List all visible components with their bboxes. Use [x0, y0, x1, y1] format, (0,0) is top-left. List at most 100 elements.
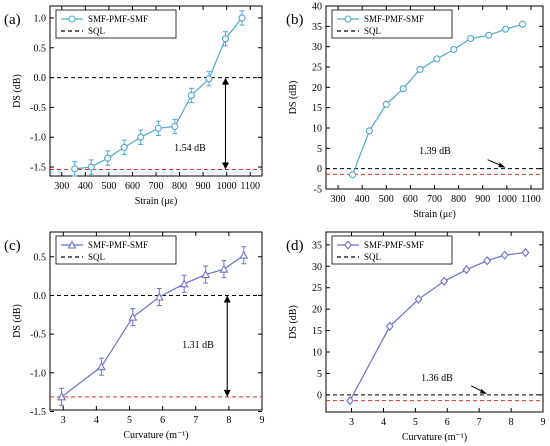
- y-tick-label: 20: [312, 83, 322, 94]
- y-tick-label: 0.0: [34, 291, 47, 302]
- legend-series-marker: [344, 240, 352, 250]
- legend-series-label: SMF-PMF-SMF: [364, 14, 424, 24]
- x-tick-label: 5: [127, 415, 132, 426]
- data-point: [205, 75, 213, 83]
- y-tick-label: 15: [312, 103, 322, 114]
- y-tick-label: 25: [312, 283, 322, 294]
- annotation-arrowhead-down: [221, 162, 229, 170]
- data-point: [385, 321, 394, 331]
- annotation-arrowhead-down: [223, 389, 231, 397]
- y-tick-label: -5: [314, 185, 322, 196]
- x-axis-label: Strain (με): [135, 196, 178, 207]
- annotation-label: 1.31 dB: [182, 340, 214, 351]
- data-point: [348, 171, 357, 179]
- x-axis-label: Curvature (m⁻¹): [402, 432, 467, 443]
- y-tick-label: 10: [312, 124, 322, 135]
- data-point: [500, 250, 509, 260]
- legend-sql-label: SQL: [364, 252, 381, 262]
- x-tick-label: 900: [196, 181, 211, 192]
- data-point: [462, 265, 471, 275]
- data-point: [71, 165, 79, 173]
- x-tick-label: 6: [445, 417, 450, 428]
- series-line: [74, 17, 243, 170]
- annotation-arrowhead-up: [223, 295, 231, 303]
- y-tick-label: -1.5: [30, 163, 46, 174]
- y-tick-label: 20: [312, 305, 322, 316]
- y-tick-label: 0: [317, 390, 322, 401]
- data-point: [120, 143, 128, 151]
- data-point: [219, 264, 229, 273]
- data-point: [416, 65, 424, 73]
- legend-sql-label: SQL: [88, 252, 105, 262]
- data-point: [154, 124, 162, 132]
- y-axis-label: DS (dB): [288, 305, 299, 339]
- data-point: [521, 247, 530, 258]
- x-tick-label: 4: [94, 415, 99, 426]
- x-tick-label: 7: [193, 415, 198, 426]
- y-tick-label: 25: [312, 63, 322, 74]
- data-point: [96, 362, 106, 371]
- x-axis-label: Curvature (m⁻¹): [123, 430, 188, 441]
- panel-c: 3 4 5 6 7 8 9 -1.5 -1.0 -0.5 0.0 0.5 Curvature (m⁻¹)…: [4, 231, 265, 441]
- x-tick-label: 3: [61, 415, 66, 426]
- legend-series-marker: [68, 15, 76, 23]
- x-tick-label: 500: [101, 181, 116, 192]
- x-tick-label: 9: [541, 417, 546, 428]
- x-tick-label: 3: [349, 417, 354, 428]
- x-tick-label: 8: [509, 417, 514, 428]
- y-tick-label: 0.0: [34, 73, 47, 84]
- x-tick-label: 600: [125, 181, 140, 192]
- y-tick-label: 15: [312, 326, 322, 337]
- x-tick-label: 1100: [240, 181, 260, 192]
- x-tick-label: 4: [381, 417, 386, 428]
- legend-box: [331, 235, 453, 265]
- x-tick-label: 7: [477, 417, 482, 428]
- y-tick-label: 0.5: [34, 43, 47, 54]
- x-tick-label: 500: [379, 194, 394, 205]
- y-tick-label: 40: [312, 2, 322, 13]
- data-point: [433, 55, 441, 63]
- y-axis-label: DS (dB): [12, 304, 23, 338]
- data-point: [440, 276, 448, 286]
- legend-series-marker: [344, 15, 352, 23]
- panel-label: (b): [286, 12, 304, 28]
- y-tick-label: -1.5: [30, 407, 46, 418]
- data-point: [201, 269, 211, 279]
- panel-d: 3 4 5 6 7 8 9 0 5 10 15 20 25 30 35 Curvature (m⁻¹) DS (…: [286, 231, 546, 443]
- x-tick-label: 600: [403, 194, 418, 205]
- data-point: [365, 127, 373, 135]
- x-axis-label: Strain (με): [413, 209, 456, 220]
- x-tick-label: 900: [475, 194, 490, 205]
- legend-box: [55, 9, 177, 39]
- x-tick-label: 700: [149, 181, 164, 192]
- x-tick-label: 5: [413, 417, 418, 428]
- x-tick-label: 700: [427, 194, 442, 205]
- legend-series-label: SMF-PMF-SMF: [88, 14, 148, 24]
- annotation-label: 1.36 dB: [421, 373, 453, 384]
- data-point: [57, 392, 67, 401]
- y-tick-label: 10: [312, 348, 322, 359]
- x-tick-label: 400: [78, 181, 93, 192]
- data-point: [485, 31, 493, 39]
- annotation-arrowhead-up: [221, 77, 229, 85]
- data-point: [87, 163, 95, 171]
- data-point: [154, 292, 164, 301]
- data-point: [221, 35, 230, 43]
- legend-box: [55, 235, 177, 265]
- data-point: [239, 250, 249, 259]
- legend-series-label: SMF-PMF-SMF: [88, 240, 148, 250]
- data-point: [238, 14, 246, 22]
- x-tick-label: 400: [355, 194, 370, 205]
- y-tick-label: -1.0: [30, 368, 46, 379]
- data-point: [450, 45, 458, 54]
- panel-label: (c): [4, 238, 21, 254]
- y-tick-label: -0.5: [30, 103, 46, 114]
- legend-series-label: SMF-PMF-SMF: [364, 240, 424, 250]
- annotation-label: 1.39 dB: [419, 146, 451, 157]
- x-tick-label: 9: [260, 415, 265, 426]
- x-tick-label: 6: [160, 415, 165, 426]
- panel-b: 300 400 500 600 700 800 900 1000 1100 -5 0 5 10 15 20 2…: [286, 2, 544, 220]
- x-tick-label: 800: [451, 194, 466, 205]
- x-tick-label: 8: [226, 415, 231, 426]
